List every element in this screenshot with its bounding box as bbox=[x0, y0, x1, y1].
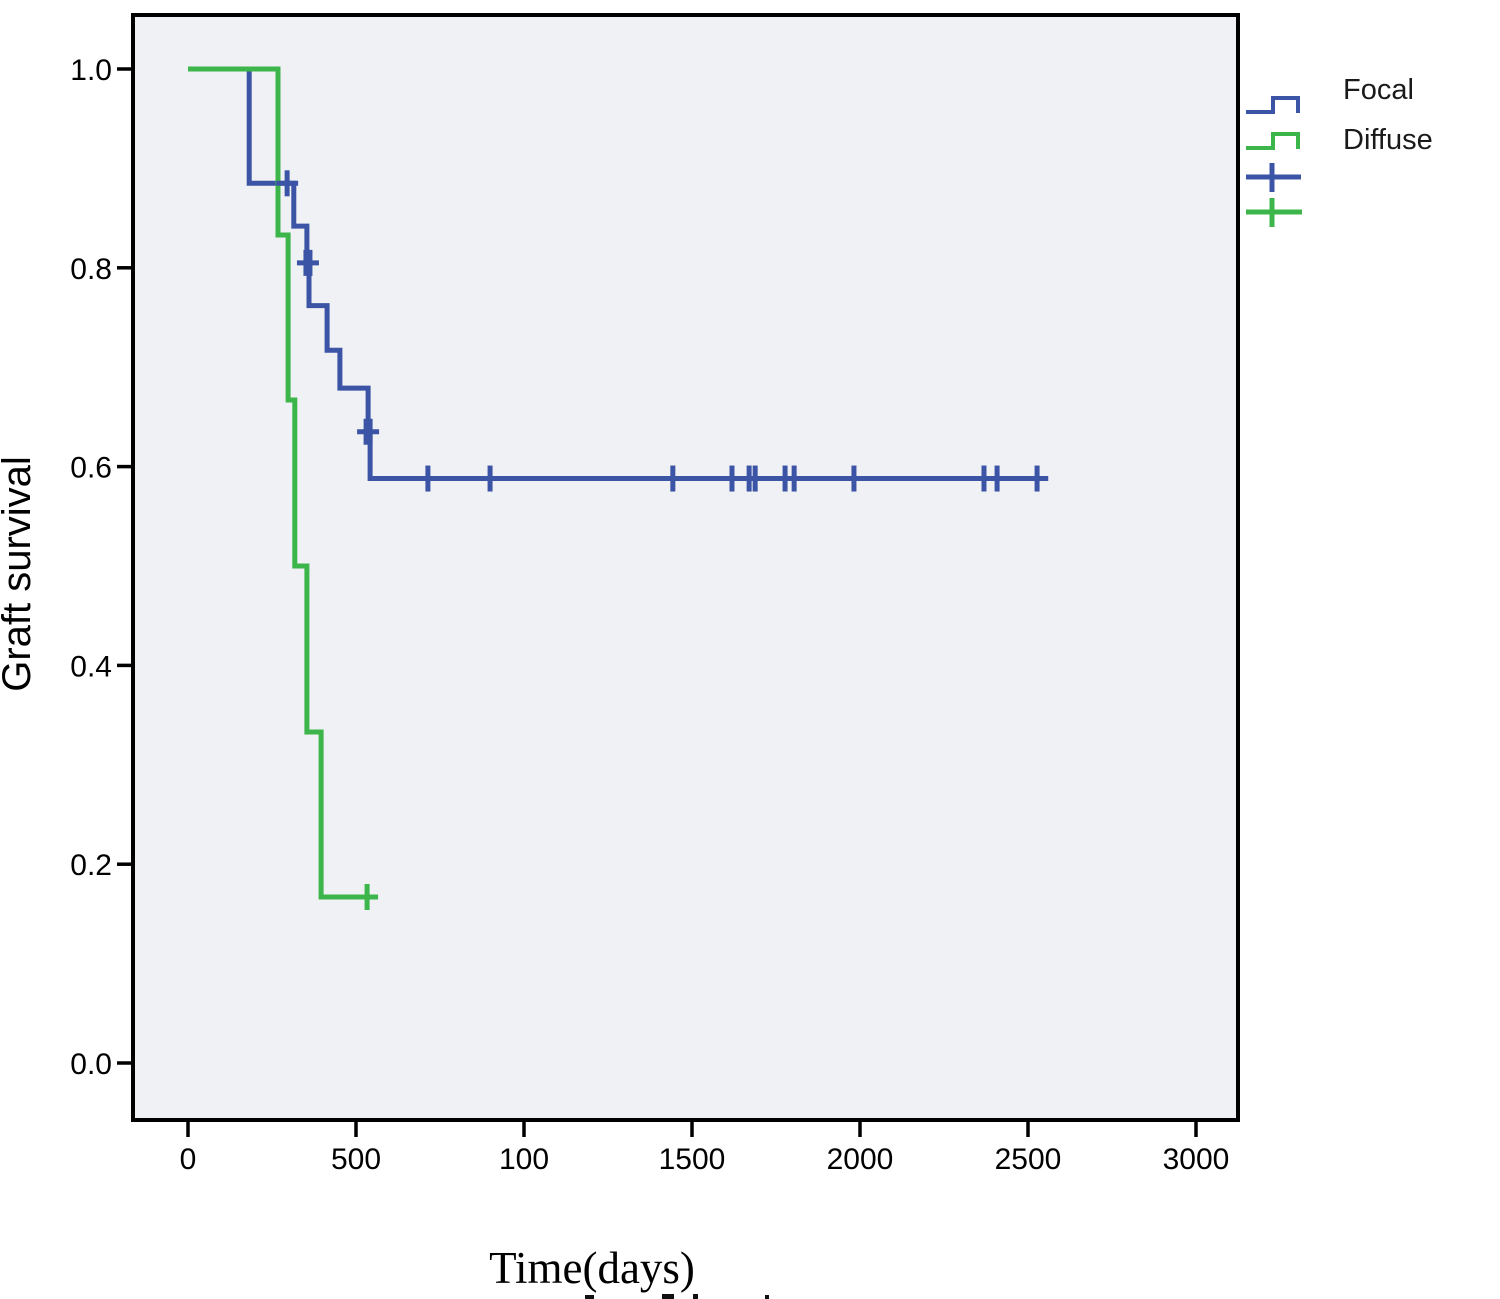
x-tick-label: 2500 bbox=[995, 1143, 1062, 1176]
y-tick-label: 0.2 bbox=[70, 849, 112, 882]
y-tick-label: 0.4 bbox=[70, 650, 112, 683]
x-axis-title: Time(days) bbox=[489, 1243, 695, 1293]
x-tick-label: 3000 bbox=[1163, 1143, 1230, 1176]
censor-mark-focal bbox=[744, 465, 767, 492]
x-axis-ticks: 0 500 100 1500 2000 2500 3000 bbox=[180, 1122, 1230, 1176]
km-curve-diffuse bbox=[188, 66, 378, 900]
censor-mark-focal bbox=[661, 465, 684, 492]
censor-mark-focal bbox=[986, 465, 1009, 492]
y-tick-label: 0.8 bbox=[70, 253, 112, 286]
y-axis-ticks: 1.0 0.8 0.6 0.4 0.2 0.0 bbox=[70, 54, 131, 1081]
y-tick-label: 0.0 bbox=[70, 1048, 112, 1081]
censor-mark-focal bbox=[842, 465, 865, 492]
legend-label-diffuse: Diffuse bbox=[1343, 124, 1433, 156]
x-tick-label: 1500 bbox=[659, 1143, 726, 1176]
censor-mark-focal bbox=[1026, 465, 1049, 492]
y-tick-label: 1.0 bbox=[70, 54, 112, 87]
legend-diffuse-line-icon bbox=[1246, 132, 1300, 150]
legend-diffuse-censor-icon bbox=[1246, 198, 1302, 227]
censor-mark-focal bbox=[296, 249, 319, 276]
y-axis-title: Graft survival bbox=[0, 456, 39, 692]
censor-marks bbox=[276, 170, 1049, 911]
x-tick-label: 500 bbox=[331, 1143, 381, 1176]
legend-label-focal: Focal bbox=[1343, 74, 1414, 106]
x-tick-label: 0 bbox=[180, 1143, 197, 1176]
censor-mark-focal bbox=[357, 418, 380, 445]
cutoff-text-fragment bbox=[585, 1294, 769, 1299]
y-tick-label: 0.6 bbox=[70, 452, 112, 485]
censor-mark-diffuse bbox=[356, 884, 379, 911]
censor-mark-focal bbox=[276, 170, 299, 197]
plot-border bbox=[131, 13, 1240, 1122]
x-tick-label: 2000 bbox=[827, 1143, 894, 1176]
censor-mark-focal bbox=[479, 465, 502, 492]
censor-mark-focal bbox=[783, 465, 806, 492]
legend-focal-line-icon bbox=[1246, 96, 1300, 114]
legend-focal-censor-icon bbox=[1246, 163, 1301, 192]
plot-area bbox=[133, 15, 1238, 1120]
censor-mark-focal bbox=[416, 465, 439, 492]
legend: Focal Diffuse bbox=[1246, 74, 1433, 227]
x-tick-label: 100 bbox=[499, 1143, 549, 1176]
